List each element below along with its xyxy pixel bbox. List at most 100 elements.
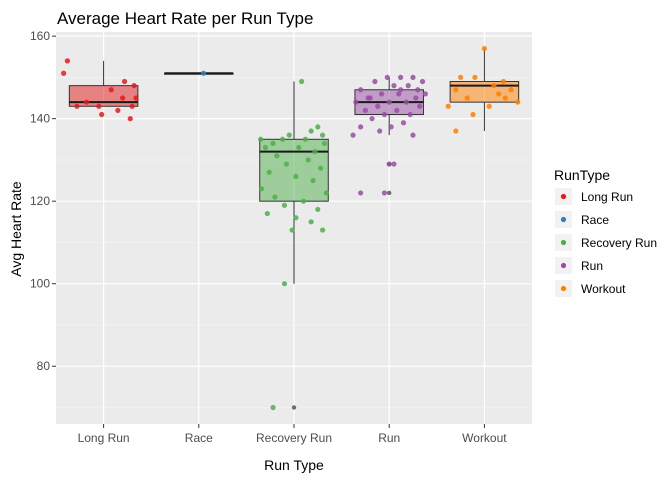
box-race bbox=[164, 72, 234, 75]
legend-key-dot bbox=[560, 193, 567, 200]
data-point bbox=[384, 74, 390, 80]
y-tick-label: 120 bbox=[30, 194, 50, 208]
x-axis-title: Run Type bbox=[264, 457, 324, 473]
data-point bbox=[377, 128, 383, 134]
data-point bbox=[108, 87, 114, 93]
data-point bbox=[419, 78, 426, 85]
legend-item-race: Race bbox=[555, 211, 609, 228]
data-point bbox=[200, 70, 207, 76]
data-point bbox=[453, 128, 459, 134]
data-point bbox=[358, 87, 364, 93]
x-tick-label: Race bbox=[185, 431, 213, 445]
data-point bbox=[264, 210, 270, 217]
data-point bbox=[458, 74, 464, 80]
data-point bbox=[131, 83, 137, 89]
legend-item-recovery-run: Recovery Run bbox=[555, 234, 657, 251]
y-axis-title: Avg Heart Rate bbox=[8, 181, 24, 277]
data-point bbox=[378, 91, 385, 97]
data-point bbox=[129, 103, 135, 109]
data-point bbox=[417, 103, 423, 109]
data-point bbox=[83, 99, 90, 105]
data-point bbox=[121, 78, 128, 85]
data-point bbox=[388, 124, 394, 130]
data-point bbox=[381, 111, 388, 118]
data-point bbox=[358, 124, 364, 130]
box-body bbox=[259, 138, 329, 202]
data-point bbox=[405, 83, 411, 89]
chart-title: Average Heart Rate per Run Type bbox=[57, 9, 313, 28]
data-point bbox=[358, 190, 364, 196]
points-run bbox=[350, 74, 428, 196]
data-point bbox=[375, 103, 381, 109]
box-body bbox=[68, 85, 139, 107]
data-point bbox=[398, 74, 404, 80]
data-point bbox=[398, 87, 404, 93]
data-point bbox=[410, 74, 416, 80]
data-point bbox=[396, 91, 402, 97]
data-point bbox=[312, 149, 318, 155]
y-tick-label: 80 bbox=[37, 359, 51, 373]
data-point bbox=[323, 190, 329, 196]
data-point bbox=[281, 202, 288, 208]
legend-title: RunType bbox=[554, 167, 610, 183]
plot-panel bbox=[56, 32, 532, 424]
data-point bbox=[391, 83, 397, 89]
data-point bbox=[96, 103, 102, 109]
data-point bbox=[286, 132, 292, 138]
data-point bbox=[281, 281, 288, 287]
legend-label: Recovery Run bbox=[581, 236, 657, 250]
x-tick-label: Workout bbox=[462, 431, 507, 445]
data-point bbox=[415, 87, 421, 93]
data-point bbox=[445, 103, 451, 109]
data-point bbox=[274, 153, 280, 159]
data-point bbox=[61, 70, 67, 76]
data-point bbox=[500, 78, 507, 85]
data-point bbox=[99, 111, 105, 118]
data-point bbox=[283, 161, 289, 167]
x-tick-label: Recovery Run bbox=[256, 431, 332, 445]
data-point bbox=[496, 91, 502, 97]
legend-key-dot bbox=[560, 216, 567, 223]
data-point bbox=[310, 177, 316, 184]
data-point bbox=[302, 136, 309, 142]
data-point bbox=[308, 128, 314, 134]
data-point bbox=[515, 99, 521, 105]
data-point bbox=[381, 190, 388, 196]
data-point bbox=[407, 111, 413, 118]
points-race bbox=[200, 70, 207, 76]
legend-label: Workout bbox=[581, 282, 626, 296]
data-point bbox=[367, 95, 373, 101]
legend-key-dot bbox=[560, 262, 567, 269]
x-tick-label: Long Run bbox=[78, 431, 130, 445]
data-point bbox=[350, 132, 356, 138]
data-point bbox=[453, 87, 459, 93]
y-tick-label: 140 bbox=[30, 112, 50, 126]
data-point bbox=[266, 169, 272, 175]
points-long-run bbox=[61, 58, 139, 122]
data-point bbox=[394, 107, 400, 113]
data-point bbox=[372, 78, 378, 85]
data-point bbox=[120, 95, 126, 101]
data-point bbox=[321, 140, 328, 147]
data-point bbox=[64, 58, 71, 64]
y-tick-label: 100 bbox=[30, 277, 50, 291]
data-point bbox=[502, 95, 508, 101]
data-point bbox=[74, 103, 80, 109]
data-point bbox=[362, 107, 368, 113]
x-tick-label: Run bbox=[378, 431, 400, 445]
data-point bbox=[319, 132, 326, 138]
data-point bbox=[289, 227, 295, 233]
data-point bbox=[272, 194, 278, 200]
y-tick-label: 160 bbox=[30, 29, 50, 43]
data-point bbox=[470, 111, 476, 118]
legend-label: Long Run bbox=[581, 190, 633, 204]
data-point bbox=[353, 99, 359, 105]
data-point bbox=[386, 99, 392, 105]
data-point bbox=[318, 165, 324, 171]
data-point bbox=[133, 95, 139, 101]
legend-item-workout: Workout bbox=[555, 280, 626, 297]
data-point bbox=[386, 161, 392, 167]
data-point bbox=[491, 83, 497, 89]
